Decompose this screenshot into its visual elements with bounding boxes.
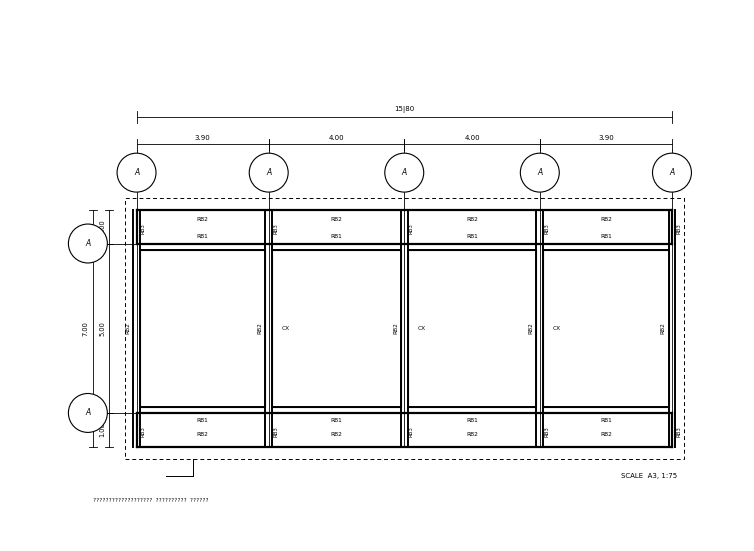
Text: 1.00: 1.00 [100,219,106,234]
Bar [125,198,684,458]
Text: RB3: RB3 [544,223,549,234]
Circle shape [250,153,288,192]
Text: RB3: RB3 [409,223,414,234]
Text: A: A [537,168,542,177]
Circle shape [69,393,107,433]
Text: RB2: RB2 [330,217,342,222]
Text: RB3: RB3 [273,223,278,234]
Text: RB3: RB3 [141,426,146,437]
Text: RB2: RB2 [600,432,611,437]
Circle shape [117,153,156,192]
Text: RB1: RB1 [600,418,611,423]
Text: A: A [266,168,271,177]
Text: RB2: RB2 [197,432,209,437]
Text: ??????????????????? ?????????? ??????: ??????????????????? ?????????? ?????? [93,498,208,503]
Text: RB3: RB3 [676,426,682,437]
Text: 15|80: 15|80 [394,106,415,114]
Text: RB1: RB1 [330,234,342,239]
Text: RB2: RB2 [393,322,398,334]
Circle shape [652,153,691,192]
Text: 3.90: 3.90 [195,134,210,141]
Text: 4.00: 4.00 [464,134,480,141]
Text: 5.00: 5.00 [100,321,106,336]
Text: A: A [134,168,139,177]
Text: 7.00: 7.00 [83,321,89,336]
Bar [272,250,401,407]
Text: RB3: RB3 [409,426,414,437]
Text: RB2: RB2 [330,432,342,437]
Bar [140,250,265,407]
Text: RB3: RB3 [544,426,549,437]
Text: 1.00: 1.00 [100,423,106,437]
Text: RB1: RB1 [466,234,478,239]
Text: A: A [402,168,407,177]
Text: RB3: RB3 [141,223,146,234]
Text: A: A [85,239,90,248]
Text: RB3: RB3 [676,223,682,234]
Bar [408,250,536,407]
Text: A: A [670,168,675,177]
Text: RB3: RB3 [273,426,278,437]
Text: RB2: RB2 [125,322,130,334]
Text: RB2: RB2 [197,217,209,222]
Circle shape [385,153,424,192]
Text: CX: CX [282,326,290,331]
Text: 4.00: 4.00 [329,134,345,141]
Circle shape [520,153,559,192]
Text: CX: CX [418,326,425,331]
Text: RB2: RB2 [466,217,478,222]
Text: RB2: RB2 [257,322,262,334]
Text: A: A [85,408,90,418]
Text: RB1: RB1 [330,418,342,423]
Text: RB1: RB1 [197,418,209,423]
Text: 3.90: 3.90 [598,134,614,141]
Text: RB2: RB2 [661,322,666,334]
Text: CX: CX [553,326,561,331]
Text: RB1: RB1 [466,418,478,423]
Text: RB2: RB2 [529,322,534,334]
Text: SCALE  A3, 1:75: SCALE A3, 1:75 [621,473,677,479]
Text: RB1: RB1 [197,234,209,239]
Text: RB2: RB2 [466,432,478,437]
Text: RB1: RB1 [600,234,611,239]
Text: RB2: RB2 [600,217,611,222]
Bar [543,250,669,407]
Circle shape [69,224,107,263]
